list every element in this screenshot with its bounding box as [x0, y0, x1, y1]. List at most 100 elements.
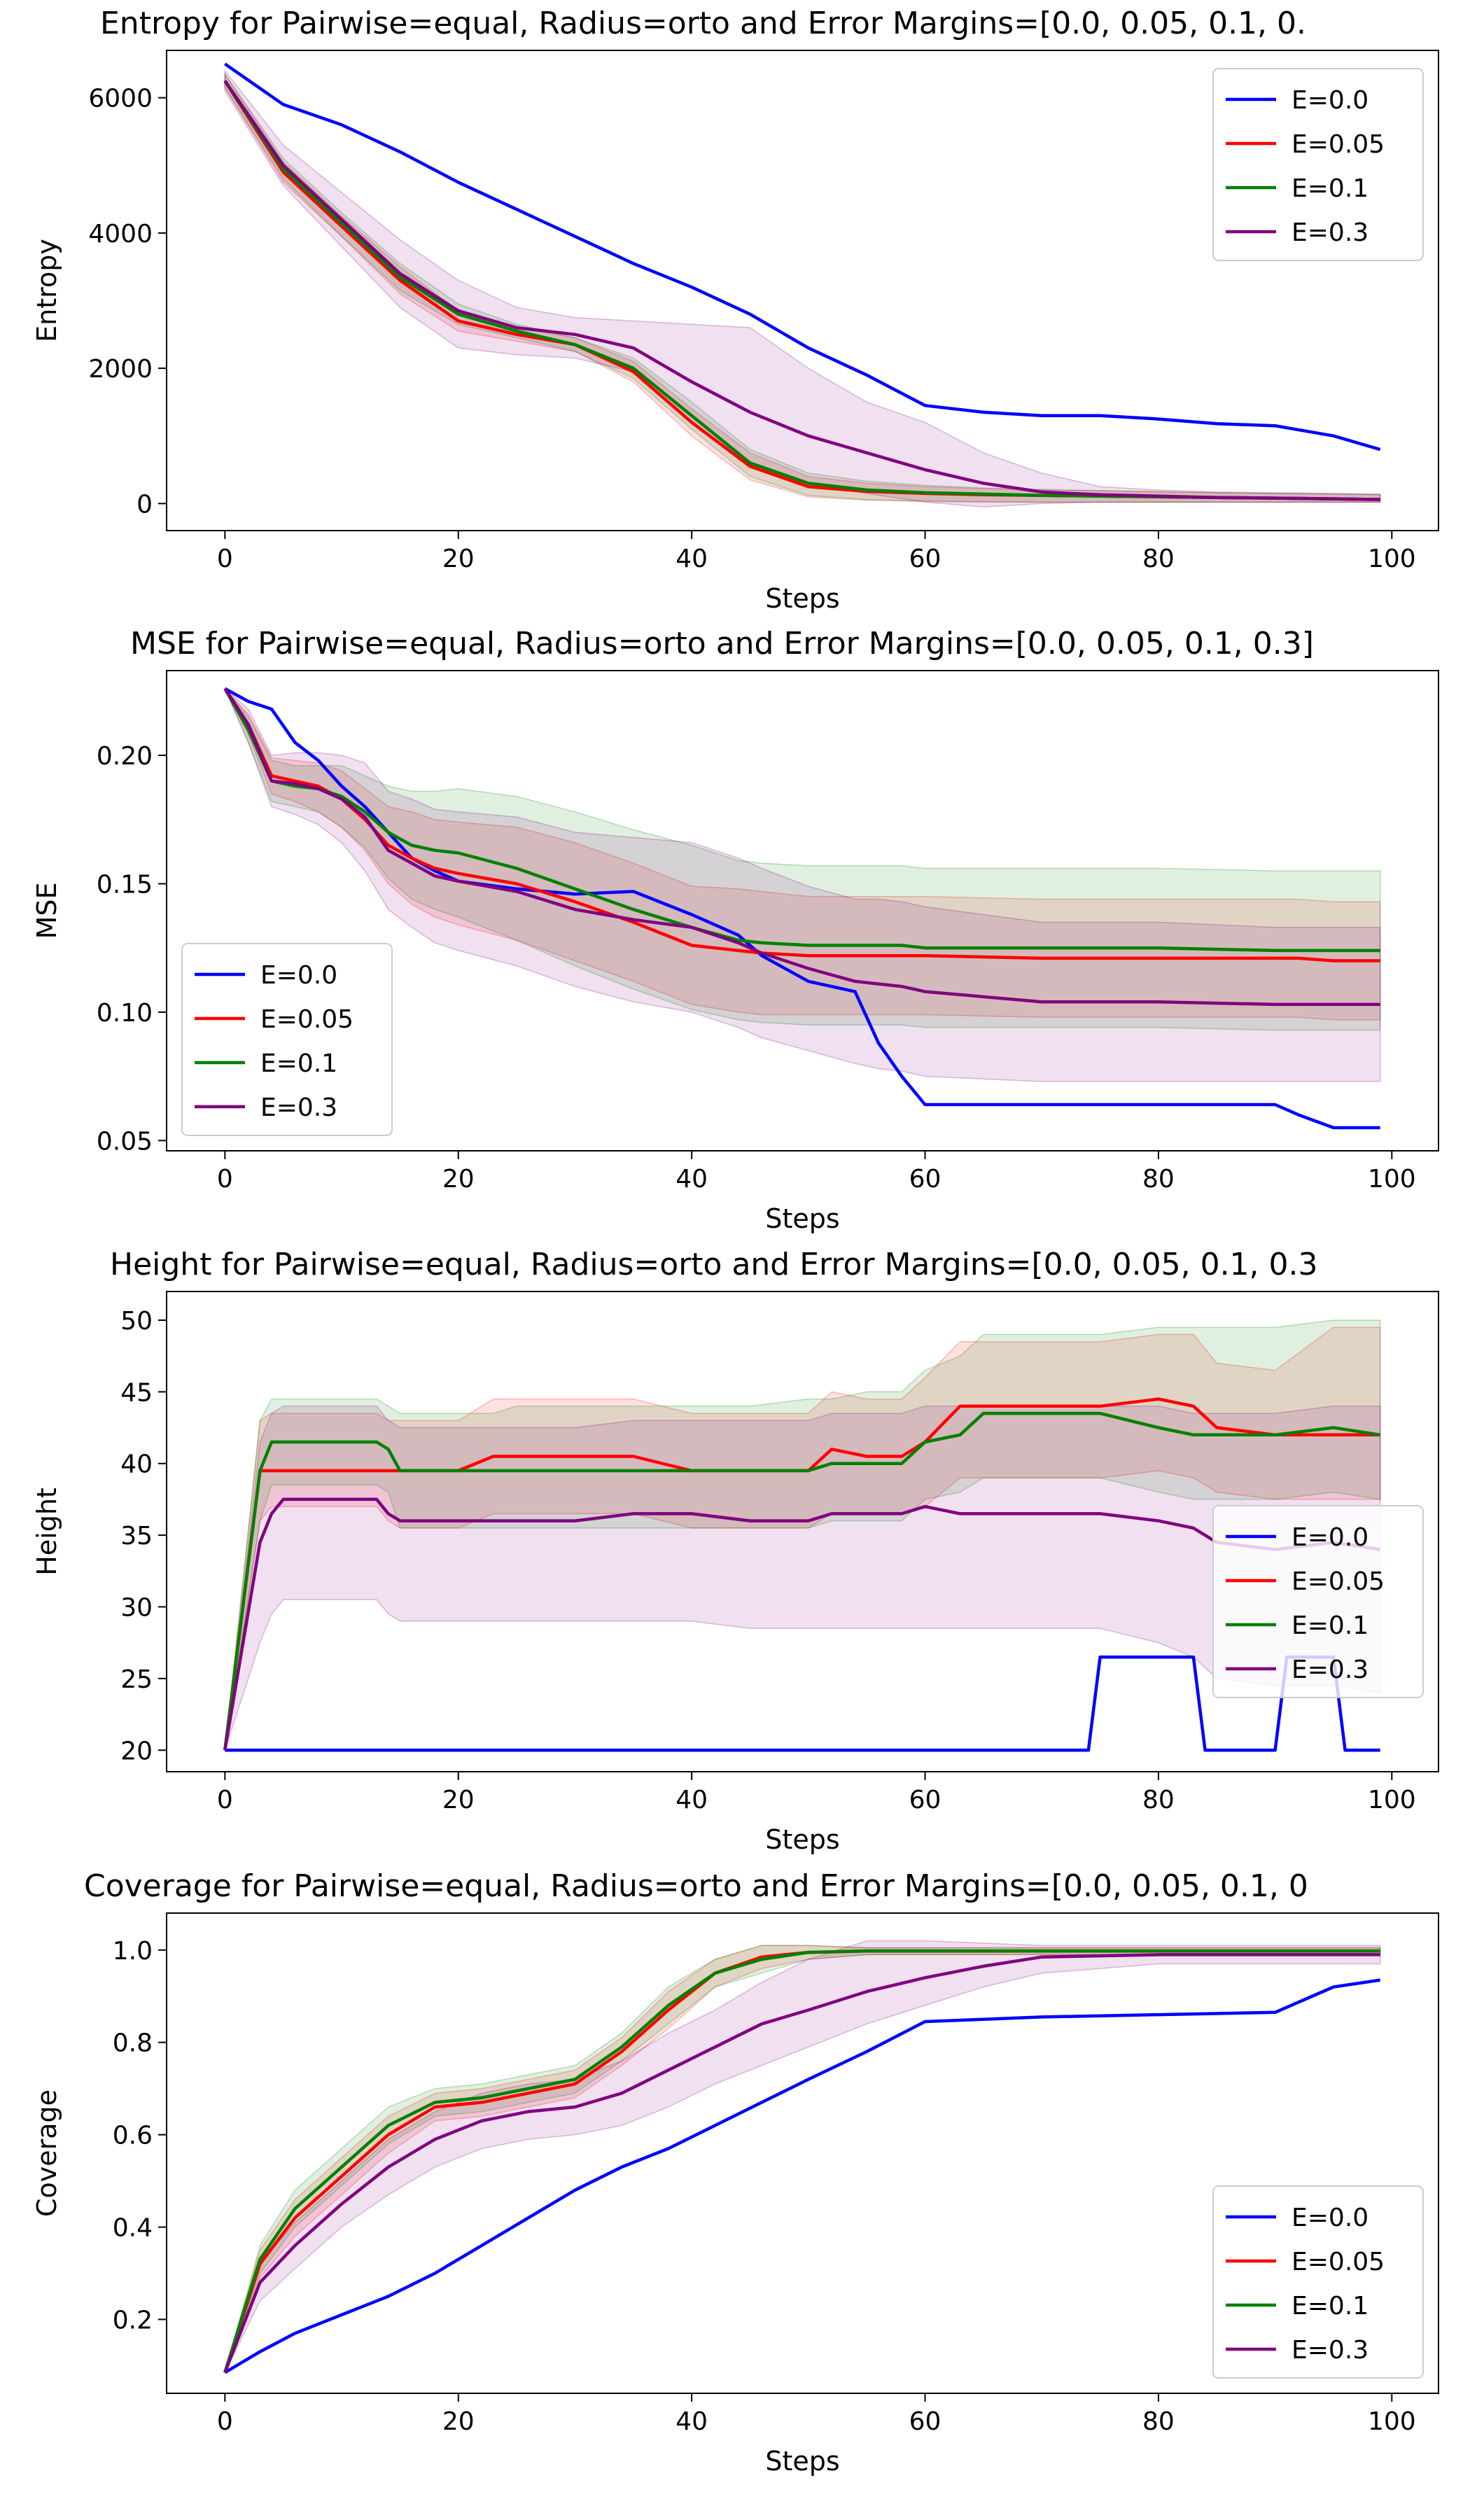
y-tick-label: 4000 — [88, 220, 153, 248]
chart-title: Entropy for Pairwise=equal, Radius=orto … — [100, 6, 1306, 41]
series-line-E=0.0 — [225, 1655, 1380, 1752]
plot-area — [223, 1940, 1381, 2374]
x-tick-label: 60 — [909, 1165, 941, 1194]
legend-label-E=0.0: E=0.0 — [1292, 1523, 1368, 1552]
series-line-E=0.0 — [224, 687, 1380, 1130]
legend-box — [1212, 1505, 1424, 1698]
band-E=0.05 — [224, 72, 1381, 503]
y-tick-label: 6000 — [88, 85, 153, 113]
legend: E=0.0 E=0.05 E=0.1 E=0.3 — [181, 943, 393, 1136]
plot-frame — [166, 1291, 1439, 1772]
x-tick-label: 40 — [676, 1165, 708, 1194]
series-line-E=0.1 — [223, 1949, 1380, 2373]
subplot-1: 0 20 40 60 80 100 0 2000 4000 6000 Steps Entropy Ent… — [31, 6, 1439, 614]
y-tick-label: 25 — [120, 1665, 153, 1694]
y-axis-label: MSE — [31, 883, 62, 939]
x-tick-label: 20 — [442, 1165, 475, 1194]
x-tick-label: 100 — [1368, 2407, 1416, 2436]
chart-title: MSE for Pairwise=equal, Radius=orto and … — [130, 626, 1314, 662]
x-axis-label: Steps — [765, 2446, 839, 2477]
y-tick-label: 0.2 — [113, 2306, 153, 2334]
x-tick-label: 20 — [442, 545, 475, 573]
y-tick-label: 0.6 — [113, 2122, 153, 2150]
legend-label-E=0.05: E=0.05 — [1292, 1567, 1385, 1596]
legend-label-E=0.1: E=0.1 — [1292, 174, 1368, 203]
x-tick-label: 80 — [1142, 1786, 1175, 1814]
y-tick-label: 2000 — [88, 355, 153, 384]
series-line-E=0.1 — [223, 1411, 1381, 1751]
plot-area — [223, 1320, 1381, 1752]
legend-label-E=0.0: E=0.0 — [260, 961, 337, 990]
y-tick-label: 1.0 — [113, 1937, 153, 1966]
y-tick-label: 50 — [120, 1307, 153, 1336]
x-tick-label: 60 — [909, 1786, 941, 1814]
legend-label-E=0.3: E=0.3 — [1292, 218, 1368, 247]
plot-frame — [166, 670, 1439, 1152]
y-tick-label: 0.10 — [97, 999, 153, 1028]
y-tick-label: 0.8 — [113, 2029, 153, 2058]
plot-frame — [166, 1912, 1439, 2394]
y-tick-label: 0.20 — [97, 742, 153, 771]
legend-label-E=0.05: E=0.05 — [260, 1005, 354, 1034]
legend-label-E=0.1: E=0.1 — [1292, 1611, 1368, 1640]
legend-label-E=0.1: E=0.1 — [1292, 2292, 1368, 2320]
legend-box — [181, 943, 393, 1136]
y-axis-label: Height — [31, 1488, 62, 1576]
series-line-E=0.0 — [224, 62, 1381, 451]
legend-box — [1212, 2185, 1424, 2379]
x-axis-label: Steps — [765, 1824, 839, 1855]
series-line-E=0.0 — [224, 1978, 1381, 2374]
plot-frame — [166, 50, 1439, 531]
x-tick-label: 0 — [217, 2407, 233, 2436]
x-tick-label: 100 — [1368, 545, 1416, 573]
band-E=0.1 — [224, 1320, 1381, 1751]
x-axis-label: Steps — [765, 583, 839, 614]
x-tick-label: 80 — [1142, 545, 1175, 573]
y-tick-label: 35 — [120, 1522, 153, 1550]
x-axis-label: Steps — [765, 1203, 839, 1234]
series-line-E=0.3 — [223, 80, 1380, 501]
x-tick-label: 100 — [1368, 1786, 1416, 1814]
y-tick-label: 0.05 — [97, 1127, 153, 1156]
x-tick-label: 0 — [217, 1786, 233, 1814]
y-tick-label: 30 — [120, 1594, 153, 1623]
x-tick-label: 40 — [676, 2407, 708, 2436]
y-tick-label: 20 — [120, 1737, 153, 1765]
legend-label-E=0.3: E=0.3 — [260, 1093, 337, 1122]
x-tick-label: 20 — [442, 2407, 475, 2436]
band-E=0.05 — [224, 1326, 1381, 1751]
y-tick-label: 0.15 — [97, 870, 153, 899]
legend-label-E=0.3: E=0.3 — [1292, 1656, 1368, 1684]
series-line-E=0.3 — [223, 1497, 1381, 1751]
y-axis-label: Entropy — [31, 239, 62, 342]
x-tick-label: 80 — [1142, 2407, 1175, 2436]
legend: E=0.0 E=0.05 E=0.1 E=0.3 — [1212, 2185, 1424, 2379]
plot-area — [223, 687, 1381, 1130]
x-tick-label: 20 — [442, 1786, 475, 1814]
series-line-E=0.3 — [223, 1953, 1380, 2374]
x-tick-label: 60 — [909, 545, 941, 573]
x-tick-label: 60 — [909, 2407, 941, 2436]
legend-label-E=0.0: E=0.0 — [1292, 2204, 1368, 2232]
x-tick-label: 40 — [676, 1786, 708, 1814]
subplots: 0 20 40 60 80 1000200040006000StepsEntropyEnt… — [31, 6, 1439, 2477]
x-tick-label: 100 — [1368, 1165, 1416, 1194]
legend-label-E=0.1: E=0.1 — [260, 1049, 337, 1078]
chart-title: Coverage for Pairwise=equal, Radius=orto… — [84, 1868, 1308, 1904]
legend: E=0.0 E=0.05 E=0.1 E=0.3 — [1212, 68, 1424, 261]
y-tick-label: 40 — [120, 1450, 153, 1479]
legend-label-E=0.05: E=0.05 — [1292, 130, 1385, 159]
subplot-2: 0 20 40 60 80 100 0.05 0.10 0.15 0.20 Steps MSE MSE … — [31, 626, 1439, 1234]
y-axis-label: Coverage — [31, 2090, 62, 2217]
x-tick-label: 40 — [676, 545, 708, 573]
y-tick-label: 0 — [136, 490, 153, 519]
band-E=0.3 — [224, 69, 1381, 507]
x-tick-label: 80 — [1142, 1165, 1175, 1194]
band-E=0.1 — [224, 72, 1381, 503]
legend-box — [1212, 68, 1424, 261]
legend-label-E=0.0: E=0.0 — [1292, 86, 1368, 115]
subplot-4: 0 20 40 60 80 100 0.2 0.4 0.6 0.8 1.0 Steps Coverage… — [31, 1868, 1439, 2477]
x-tick-label: 0 — [217, 1165, 233, 1194]
